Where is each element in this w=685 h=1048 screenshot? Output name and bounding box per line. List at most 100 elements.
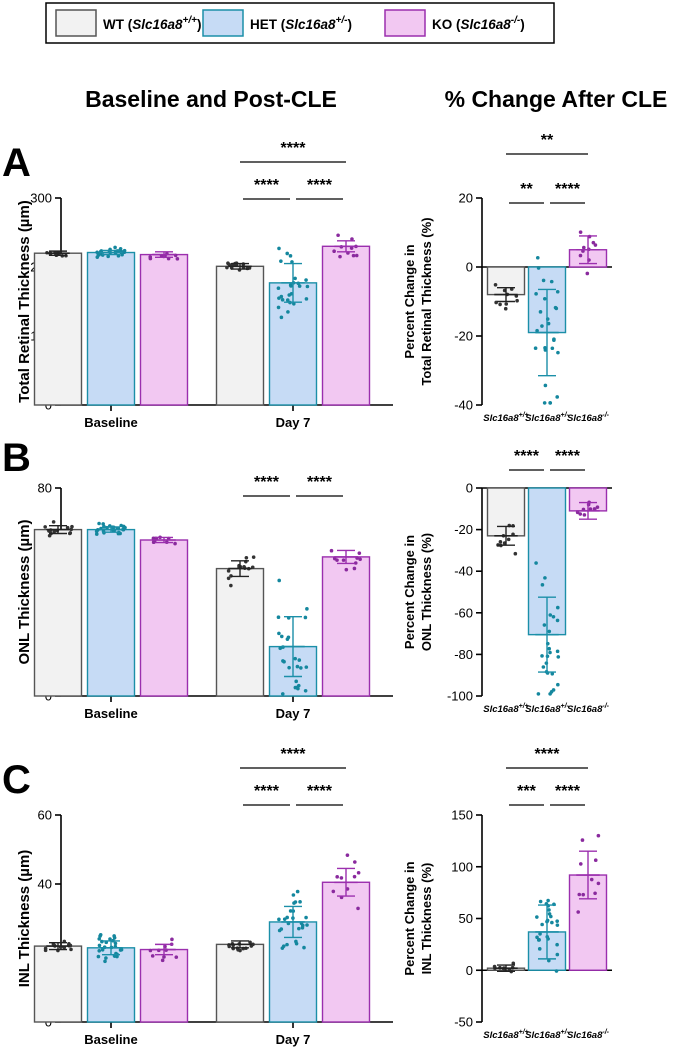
data-point-c-left: [295, 889, 300, 894]
data-point-b-left: [293, 656, 297, 661]
data-point-c-left: [285, 942, 289, 947]
data-point-b-left: [65, 525, 70, 530]
data-point-a-right: [515, 298, 519, 303]
data-point-a-left: [354, 253, 359, 258]
data-point-a-right: [593, 243, 598, 247]
bar-b-left: [33, 528, 83, 697]
data-point-a-right: [552, 337, 556, 341]
y-tick-label-a-left: 300: [30, 191, 52, 206]
data-point-c-right: [577, 892, 582, 897]
data-point-a-right: [534, 292, 538, 296]
y-tick-label-b-right: -80: [454, 647, 473, 662]
y-tick-label-c-left: 60: [38, 808, 52, 823]
data-point-b-right: [595, 505, 600, 509]
y-axis-label-b-right: Percent Change in: [402, 535, 417, 649]
data-point-b-right: [547, 629, 552, 634]
panel-letter-a: A: [2, 141, 31, 185]
significance-label-a-left: ****: [281, 140, 307, 157]
data-point-b-left: [352, 566, 357, 571]
bar-c-left: [215, 943, 265, 1023]
y-tick-label-a-right: 0: [466, 260, 473, 275]
data-point-a-left: [122, 248, 127, 253]
data-point-c-right: [537, 947, 542, 951]
y-tick-label-c-right: 100: [451, 859, 473, 874]
data-point-a-left: [338, 254, 342, 259]
bar-c-left: [33, 945, 83, 1023]
data-point-c-left: [113, 941, 118, 946]
data-point-c-right: [576, 910, 580, 914]
data-point-c-right: [593, 858, 598, 862]
data-point-a-left: [225, 265, 229, 270]
data-point-b-right: [555, 605, 560, 610]
data-point-c-left: [98, 932, 103, 937]
data-point-c-left: [97, 948, 102, 953]
y-tick-label-b-left: 80: [38, 481, 52, 496]
data-point-b-right: [513, 551, 518, 556]
data-point-b-left: [173, 541, 177, 546]
data-point-b-right: [556, 682, 560, 687]
data-point-a-right: [556, 350, 560, 355]
data-point-b-left: [299, 666, 303, 670]
data-point-a-left: [351, 253, 356, 258]
legend-frame: [45, 2, 555, 44]
y-tick-label-b-right: -60: [454, 605, 473, 620]
data-point-b-right: [534, 561, 538, 565]
data-point-b-left: [70, 524, 74, 529]
data-point-b-left: [277, 578, 282, 583]
data-point-b-right: [549, 690, 554, 694]
data-point-c-left: [304, 915, 308, 920]
significance-label-b-left: ****: [254, 474, 280, 491]
x-category-label-a-right: Slc16a8+/+: [483, 412, 529, 424]
chart-b-right: -100 -80 -60 -40 -20 0 Percent Change in ONL Th…: [402, 448, 612, 715]
data-point-a-right: [585, 271, 590, 276]
data-point-a-left: [277, 246, 281, 251]
y-axis-label-c-right: Percent Change in: [402, 861, 417, 975]
data-point-b-right: [592, 507, 597, 511]
data-point-c-left: [100, 947, 105, 952]
data-point-c-left: [335, 875, 340, 879]
significance-label-b-right: ****: [555, 448, 581, 465]
data-point-b-left: [119, 523, 123, 528]
panel-letter-b: B: [2, 436, 31, 480]
y-tick-label-c-right: 0: [466, 963, 473, 978]
x-category-label-b-right: Slc16a8+/+: [483, 703, 529, 715]
data-point-b-left: [278, 646, 283, 651]
data-point-c-left: [118, 948, 123, 952]
x-category-label-a-right: Slc16a8+/-: [525, 412, 569, 424]
significance-label-c-right: ****: [535, 746, 561, 763]
header-left: Baseline and Post-CLE: [85, 86, 337, 112]
data-point-a-left: [349, 246, 354, 250]
data-point-a-right: [540, 324, 544, 328]
legend-label-het: HET (Slc16a8+/-): [250, 15, 352, 32]
data-point-a-left: [285, 251, 290, 256]
data-point-b-left: [68, 531, 73, 535]
data-point-a-right: [538, 310, 543, 314]
data-point-b-left: [226, 569, 231, 573]
data-point-c-left: [103, 959, 107, 964]
data-point-b-left: [297, 658, 302, 662]
data-point-b-left: [97, 521, 101, 526]
data-point-a-left: [276, 286, 281, 291]
significance-label-c-left: ****: [307, 783, 333, 800]
y-tick-label-c-left: 40: [38, 877, 52, 892]
data-point-c-left: [162, 955, 166, 959]
data-point-c-right: [547, 908, 551, 912]
y-tick-label-c-right: -50: [454, 1015, 473, 1030]
data-point-c-right: [540, 922, 544, 927]
data-point-c-left: [150, 954, 155, 958]
data-point-c-left: [108, 937, 112, 941]
y-tick-label-b-right: -40: [454, 564, 473, 579]
bar-c-left: [321, 881, 371, 1023]
y-axis-label-c-right: INL Thickness (%): [419, 863, 434, 975]
data-point-c-left: [294, 941, 299, 946]
data-point-c-left: [97, 937, 102, 941]
significance-label-b-left: ****: [307, 474, 333, 491]
data-point-b-left: [344, 567, 349, 572]
data-point-b-right: [551, 614, 556, 619]
data-point-b-left: [51, 520, 56, 524]
data-point-a-left: [305, 284, 310, 289]
x-category-label-a-right: Slc16a8-/-: [567, 412, 610, 424]
data-point-a-right: [533, 346, 538, 351]
data-point-b-left: [341, 558, 346, 562]
data-point-a-right: [542, 401, 547, 405]
